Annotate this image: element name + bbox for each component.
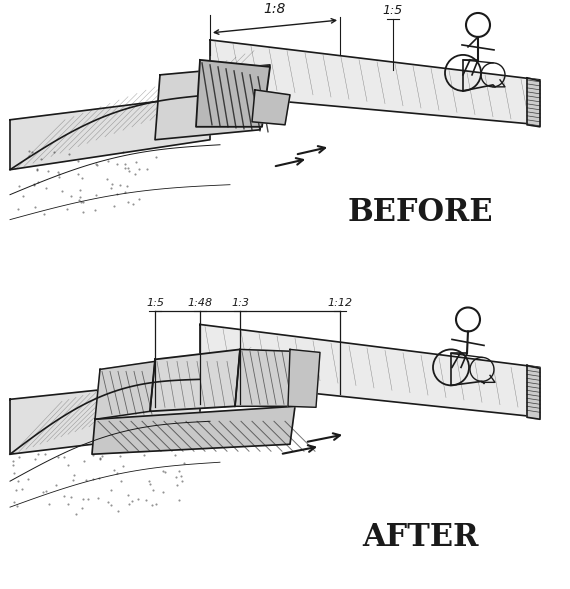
Polygon shape	[10, 95, 210, 170]
Polygon shape	[155, 65, 270, 140]
Polygon shape	[210, 40, 540, 125]
Text: 1:12: 1:12	[327, 299, 353, 309]
Polygon shape	[92, 406, 295, 454]
Text: 1:8: 1:8	[264, 2, 286, 16]
Polygon shape	[527, 78, 540, 127]
Polygon shape	[10, 379, 200, 454]
Polygon shape	[200, 325, 540, 417]
Polygon shape	[150, 349, 240, 411]
Text: 1:48: 1:48	[188, 299, 213, 309]
Polygon shape	[196, 60, 270, 127]
Text: BEFORE: BEFORE	[347, 197, 493, 228]
Text: 1:3: 1:3	[231, 299, 249, 309]
Polygon shape	[288, 349, 320, 408]
Text: 1:5: 1:5	[383, 4, 403, 17]
Text: AFTER: AFTER	[362, 522, 478, 552]
Polygon shape	[235, 349, 295, 406]
Polygon shape	[252, 90, 290, 125]
Polygon shape	[527, 365, 540, 419]
Polygon shape	[95, 362, 155, 419]
Text: 1:5: 1:5	[146, 299, 164, 309]
